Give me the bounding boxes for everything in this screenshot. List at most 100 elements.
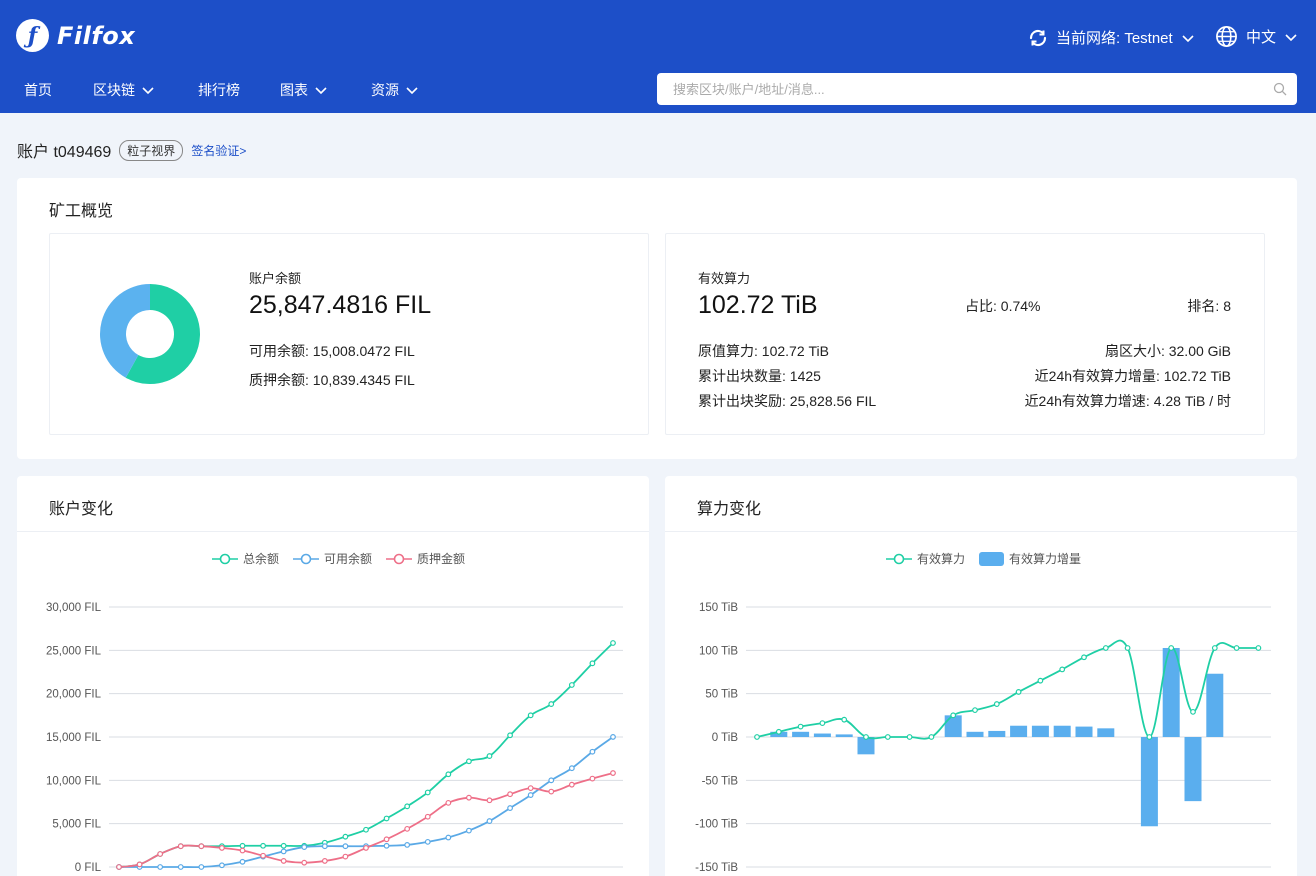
divider [17,531,649,532]
data-point [819,720,826,727]
data-point [157,864,164,870]
data-point [280,842,287,849]
data-point [507,791,513,798]
data-point [1190,708,1196,715]
legend-item-total[interactable]: 总余额 [212,550,279,567]
data-point [239,858,246,865]
legend-item-power[interactable]: 有效算力 [886,550,965,567]
language-label: 中文 [1246,29,1277,46]
data-point [239,847,246,854]
power-increase-bar [1206,673,1224,737]
power-change-card: 算力变化 有效算力 有效算力增量 150 TiB 100 TiB 50 TiB 0 T… [665,476,1297,876]
data-point [1059,666,1066,673]
y-tick-label: 0 FIL [75,862,102,874]
legend-item-power-increase[interactable]: 有效算力增量 [979,550,1081,567]
nav-label: 首页 [24,82,52,98]
language-selector[interactable]: 中文 [1215,25,1298,48]
search-icon[interactable] [1273,82,1287,96]
data-point [863,734,869,740]
data-point [486,818,493,824]
data-point [301,859,308,866]
data-point [1102,645,1109,651]
data-point [445,799,452,806]
power-increase-24h: 近24h有效算力增量: 102.72 TiB [1034,368,1231,384]
y-tick-label: 30,000 FIL [46,602,102,614]
data-point [219,845,225,851]
data-point [589,660,596,667]
balance-donut-chart [100,284,200,384]
data-point [972,707,978,714]
data-point [1037,677,1044,684]
power-label: 有效算力 [698,271,751,286]
nav-item-charts[interactable]: 图表 [280,80,328,100]
data-point [301,844,308,850]
data-point [321,843,328,850]
data-point [841,716,848,723]
data-point [404,825,411,832]
data-point [445,771,452,778]
data-point [260,842,266,849]
power-increase-bar [1010,725,1028,737]
series-line-0 [118,642,614,868]
y-tick-label: 15,000 FIL [46,732,102,744]
search-input[interactable] [673,81,1273,97]
top-header: ƒ Filfox 当前网络: Testnet 中文 首页 区块链 排行榜 图表 … [0,0,1316,113]
data-point [884,734,891,740]
y-tick-label: 50 TiB [705,689,738,701]
data-point [1211,645,1218,651]
power-share: 占比: 0.74% [965,298,1041,314]
legend-line-marker [386,553,413,564]
data-point [1233,645,1240,651]
data-point [775,728,782,735]
legend-item-pledged[interactable]: 质押金额 [386,550,465,567]
account-change-card: 账户变化 总余额 可用余额 质押金额 30,000 FIL 25,000 FIL 2… [17,476,649,876]
data-point [568,682,575,688]
nav-item-ranking[interactable]: 排行榜 [198,80,240,100]
data-point [404,803,411,810]
balance-value: 25,847.4816 FIL [249,291,432,319]
blocks-mined: 累计出块数量: 1425 [698,368,821,384]
available-balance: 可用余额: 15,008.0472 FIL [249,343,415,359]
data-point [157,851,164,857]
power-increase-bar [835,734,853,737]
power-increase-bar [1075,726,1093,737]
signature-verify-link[interactable]: 签名验证> [191,143,247,158]
power-increase-bar [1031,725,1049,737]
nav-item-resources[interactable]: 资源 [371,80,419,100]
chevron-down-icon [1285,33,1297,41]
power-increase-bar [1140,737,1158,827]
data-point [177,843,184,850]
data-point [424,789,431,796]
legend-label: 可用余额 [324,552,373,566]
data-point [383,815,390,822]
data-point [466,758,472,765]
nav-item-blockchain[interactable]: 区块链 [93,80,155,100]
block-reward: 累计出块奖励: 25,828.56 FIL [698,393,877,409]
data-point [1124,645,1131,651]
pledged-balance: 质押余额: 10,839.4345 FIL [249,372,415,388]
overview-title: 矿工概览 [49,203,114,220]
power-chart-legend: 有效算力 有效算力增量 [886,550,1081,567]
data-point [260,852,266,859]
power-increase-bar [1097,728,1115,737]
legend-line-marker [293,553,320,564]
legend-item-available[interactable]: 可用余额 [293,550,372,567]
logo[interactable]: ƒ Filfox [16,19,135,52]
data-point [466,827,472,834]
power-increase-bar [792,731,810,737]
account-change-chart: 30,000 FIL 25,000 FIL 20,000 FIL 15,000 FIL… [46,602,623,874]
nav-label: 区块链 [93,82,135,98]
power-increase-bar [944,715,962,737]
data-point [342,843,349,850]
data-point [177,864,184,870]
power-chart-title: 算力变化 [697,501,762,518]
data-point [610,770,616,776]
data-point [239,842,246,849]
data-point [1255,645,1262,651]
power-box: 有效算力 102.72 TiB 占比: 0.74% 排名: 8 原值算力: 10… [665,233,1265,435]
data-point [445,834,452,841]
data-point [363,845,369,851]
network-selector[interactable]: 当前网络: Testnet [1028,27,1195,48]
data-point [198,864,205,870]
nav-item-home[interactable]: 首页 [24,80,52,100]
